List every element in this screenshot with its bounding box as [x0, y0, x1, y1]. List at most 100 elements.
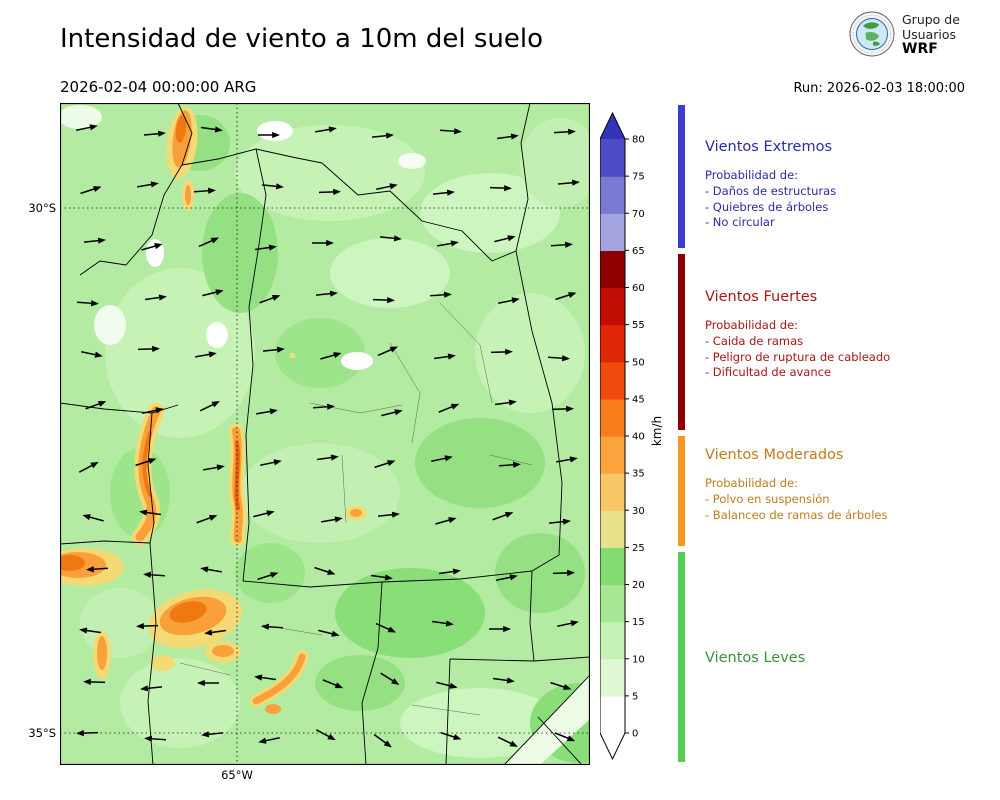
colorbar-extend-bottom	[600, 733, 625, 759]
wind-arrow	[141, 243, 163, 251]
colorbar-segment	[600, 287, 625, 326]
wind-arrow	[490, 348, 513, 355]
colorbar-tick-label: 75	[632, 172, 645, 183]
legend-bar-segment	[678, 552, 685, 762]
wind-arrow	[379, 235, 402, 242]
wind-arrow	[261, 183, 284, 190]
legend-bar-segment	[678, 436, 685, 546]
wind-arrow	[557, 620, 579, 628]
colorbar-segment	[600, 584, 625, 623]
wind-arrow	[254, 674, 276, 681]
legend-bar-segment	[678, 254, 685, 430]
legend-section-item: - No circular	[705, 215, 775, 230]
colorbar-segment	[600, 658, 625, 697]
legend-section-item: Probabilidad de:	[705, 476, 799, 490]
colorbar-tick-label: 50	[632, 357, 645, 368]
wind-arrow	[85, 400, 107, 410]
colorbar-tick-label: 20	[632, 580, 645, 591]
wind-arrow	[204, 629, 226, 636]
wind-arrow	[429, 291, 452, 298]
lon-label-65w: 65°W	[221, 768, 253, 782]
wind-arrow	[318, 629, 340, 637]
colorbar-segment	[600, 547, 625, 586]
colorbar-segment	[600, 510, 625, 548]
wind-arrow	[376, 183, 398, 191]
lat-label-30s: 30°S	[28, 201, 56, 215]
wind-arrow	[143, 130, 166, 137]
colorbar-tick-label: 30	[632, 506, 645, 517]
legend-section-title: Vientos Moderados	[705, 447, 844, 463]
wind-arrow	[258, 736, 280, 744]
wind-arrow	[555, 292, 577, 301]
colorbar-tick-label: 0	[632, 729, 638, 740]
globe-icon	[849, 11, 895, 57]
colorbar-tick-label: 55	[632, 320, 645, 331]
wind-arrow	[550, 681, 572, 690]
wind-arrow	[381, 409, 403, 417]
wind-arrow	[139, 509, 161, 516]
legend-section: Vientos Extremos Probabilidad de: - Daños …	[705, 139, 836, 231]
wind-arrow	[322, 679, 344, 689]
wind-arrow	[498, 461, 521, 468]
wind-arrow	[137, 345, 160, 352]
wind-arrow	[373, 733, 392, 748]
strong-wind-areas	[44, 107, 367, 714]
wind-arrow	[432, 620, 454, 627]
colorbar-tick-label: 15	[632, 617, 645, 628]
wind-arrow	[259, 294, 281, 304]
wind-arrow	[550, 241, 573, 248]
wind-arrow	[494, 235, 516, 243]
wind-arrow	[497, 133, 519, 140]
wind-arrow	[200, 566, 222, 573]
colorbar-segment	[600, 621, 625, 660]
wind-arrow	[321, 516, 343, 523]
wind-arrow	[497, 736, 518, 747]
wind-arrow	[314, 566, 336, 575]
legend-section: Vientos Leves	[705, 650, 805, 679]
wind-arrow	[256, 408, 278, 415]
wind-arrow	[380, 672, 400, 685]
wind-arrow	[493, 677, 515, 684]
wind-arrow	[496, 574, 518, 582]
wind-arrow	[377, 346, 399, 357]
wind-arrow	[81, 350, 103, 358]
wind-arrow	[262, 346, 285, 353]
wind-arrow	[317, 454, 339, 461]
colorbar-tick-label: 45	[632, 394, 645, 405]
legend-section-item: - Balanceo de ramas de árboles	[705, 507, 888, 522]
wind-arrow	[547, 355, 570, 362]
wind-arrow	[312, 403, 335, 410]
wind-arrow	[137, 181, 159, 188]
legend-section-item: - Peligro de ruptura de cableado	[705, 349, 891, 364]
logo-text-line1: Grupo de	[902, 11, 960, 27]
wind-arrow	[556, 456, 578, 463]
colorbar-tick-label: 80	[632, 135, 645, 146]
wind-arrow	[377, 511, 400, 518]
wind-arrow	[548, 518, 571, 525]
colorbar-segment	[600, 436, 625, 474]
wind-arrow	[371, 132, 394, 139]
lat-label-35s: 35°S	[28, 726, 56, 740]
logo-text-line2: Usuarios	[902, 26, 957, 42]
legend-section-item: - Caida de ramas	[705, 333, 804, 348]
wind-arrow	[80, 186, 102, 195]
legend-section-title: Vientos Fuertes	[705, 289, 818, 305]
wind-arrow	[144, 735, 167, 742]
wind-arrow	[312, 239, 334, 247]
wind-arrow	[83, 678, 106, 685]
wind-arrow	[498, 297, 520, 305]
colorbar-tick-label: 60	[632, 283, 645, 294]
colorbar-tick-label: 40	[632, 432, 645, 443]
wind-arrow	[83, 237, 106, 244]
wind-arrow	[86, 566, 109, 573]
wind-arrow	[197, 679, 219, 687]
legend-section-item: Probabilidad de:	[705, 318, 799, 332]
figure-title: Intensidad de viento a 10m del suelo	[60, 24, 544, 54]
legend-section-item: - Dificultad de avance	[705, 365, 832, 380]
wind-arrow	[257, 572, 279, 581]
colorbar-unit-label: km/h	[650, 415, 664, 447]
legend-section-item: - Daños de estructuras	[705, 183, 837, 198]
wind-arrow	[76, 124, 98, 132]
wind-arrow	[135, 458, 157, 467]
